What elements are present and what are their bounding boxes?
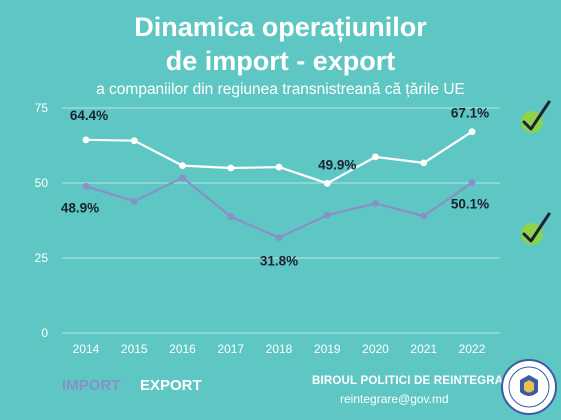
data-point-import	[275, 234, 283, 242]
legend-import: IMPORT	[62, 377, 121, 394]
data-point-import	[179, 174, 186, 182]
check-badge-circle	[521, 223, 543, 245]
data-label: 50.1%	[451, 197, 489, 212]
data-point-export	[420, 159, 428, 167]
x-tick-label: 2020	[362, 342, 389, 356]
x-tick-label: 2018	[266, 342, 293, 356]
x-tick-label: 2021	[410, 342, 437, 356]
data-point-import	[323, 211, 331, 219]
x-tick-label: 2022	[459, 342, 486, 356]
data-label: 48.9%	[61, 200, 99, 215]
footer-organization: BIROUL POLITICI DE REINTEGRARE	[312, 375, 520, 387]
y-tick-label: 0	[41, 326, 48, 340]
data-point-import	[372, 200, 379, 207]
data-point-export	[82, 136, 90, 144]
footer-email: reintegrare@gov.md	[340, 392, 449, 406]
x-tick-label: 2017	[217, 342, 244, 356]
chart-subtitle: a companiilor din regiunea transnistrean…	[96, 81, 465, 98]
data-point-export	[468, 128, 476, 136]
data-point-import	[130, 197, 138, 205]
x-tick-label: 2016	[169, 342, 196, 356]
data-point-export	[227, 164, 235, 172]
data-label: 49.9%	[318, 157, 356, 172]
data-label: 64.4%	[70, 108, 108, 123]
check-icon	[522, 100, 551, 131]
data-point-import	[82, 182, 90, 190]
import-check-icon	[521, 212, 551, 245]
y-tick-label: 25	[35, 251, 49, 265]
x-tick-label: 2014	[73, 342, 100, 356]
check-badge-circle	[521, 111, 543, 133]
export-check-icon	[521, 100, 551, 133]
data-point-import	[227, 213, 235, 221]
y-tick-label: 75	[35, 101, 49, 115]
series-line-export	[85, 130, 473, 185]
data-point-export	[179, 162, 186, 170]
data-point-import	[420, 212, 428, 220]
legend-export: EXPORT	[140, 377, 202, 394]
data-point-export	[130, 137, 138, 145]
y-tick-label: 50	[35, 176, 49, 190]
data-point-export	[372, 153, 379, 161]
data-label: 31.8%	[260, 254, 298, 269]
data-point-export	[323, 179, 331, 187]
series-line-import	[85, 176, 473, 239]
chart-title-line2: de import - export	[165, 46, 396, 76]
chart-title-line1: Dinamica operațiunilor	[134, 12, 427, 42]
data-point-export	[275, 163, 283, 171]
check-icon	[522, 212, 551, 243]
x-tick-label: 2015	[121, 342, 148, 356]
data-point-import	[468, 179, 476, 187]
x-tick-label: 2019	[314, 342, 341, 356]
government-seal-icon	[501, 359, 557, 415]
data-label: 67.1%	[451, 106, 489, 121]
